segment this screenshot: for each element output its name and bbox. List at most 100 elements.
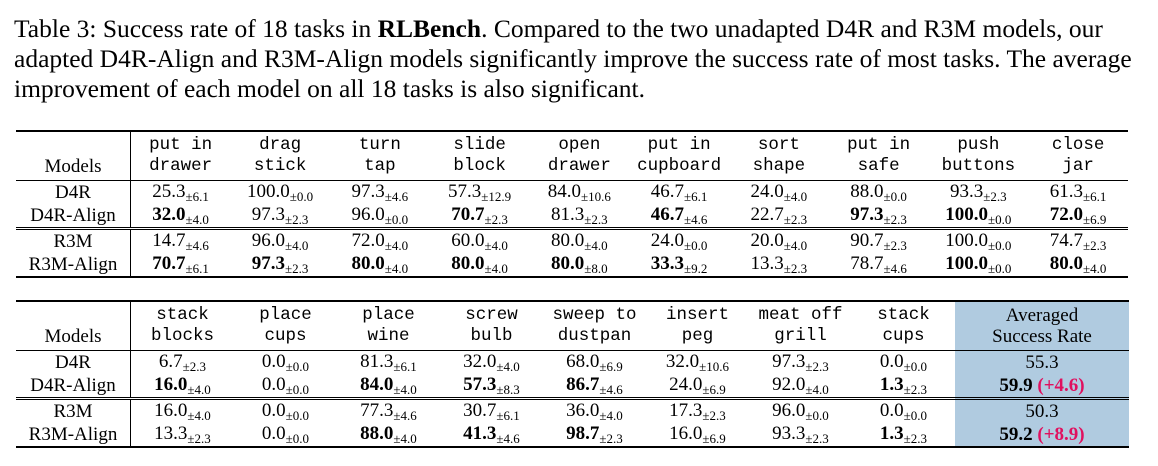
score-value: 0.0 [261,400,286,421]
score-std: ±2.3 [484,212,508,227]
score-cell: 32.0±10.6 [646,350,749,374]
task-header: put in cupboard [629,130,729,181]
score-std: ±4.6 [883,261,907,276]
task-header: turn tap [330,130,430,181]
score-cell: 100.0±0.0 [230,180,330,204]
score-std: ±4.0 [185,212,209,227]
score-std: ±4.0 [484,261,508,276]
task-header: screw bulb [440,300,543,351]
score-value: 88.0 [360,423,394,444]
score-cell: 16.0±4.0 [130,397,234,423]
score-value: 77.3 [360,400,394,421]
score-value: 84.0 [360,374,394,395]
score-cell: 24.0±4.0 [729,180,829,204]
score-cell: 70.7±6.1 [130,253,231,278]
score-cell: 72.0±6.9 [1028,204,1128,229]
score-std: ±0.0 [988,212,1012,227]
score-std: ±2.3 [883,212,907,227]
model-name: D4R [16,180,131,204]
score-std: ±2.3 [983,189,1007,204]
score-value: 70.7 [451,204,485,225]
score-cell: 97.3±2.3 [230,253,330,278]
score-value: 1.3 [879,374,904,395]
score-cell: 98.7±2.3 [543,423,646,448]
score-cell: 84.0±4.0 [337,374,440,399]
score-value: 96.0 [351,204,385,225]
score-std: ±8.3 [496,382,520,397]
score-value: 0.0 [261,374,286,395]
task-header-line: drag [259,135,302,155]
score-cell: 96.0±0.0 [330,204,430,229]
score-std: ±2.3 [783,212,808,227]
task-header-line: bulb [470,326,513,346]
score-std: ±2.3 [285,261,309,276]
avg-value: 50.3 [1025,400,1059,422]
task-header-line: dustpan [557,326,632,346]
score-cell: 97.3±4.6 [330,180,430,204]
score-std: ±0.0 [805,408,829,423]
results-table-top: Models put in drawer drag stick turn tap slide b… [16,130,1128,278]
score-value: 17.3 [669,400,703,421]
score-value: 86.7 [566,374,600,395]
score-cell: 78.7±4.6 [828,253,929,278]
caption-prefix: Table 3: Success rate of 18 tasks in [14,14,378,43]
score-cell: 46.7±6.1 [629,180,729,204]
score-cell: 0.0±0.0 [234,397,337,423]
score-std: ±2.3 [285,212,309,227]
score-cell: 81.3±6.1 [337,350,440,374]
results-table-bottom: Models stack blocks place cups place wine screw… [16,300,1129,448]
task-header-line: grill [774,326,827,346]
task-header-line: turn [358,135,401,155]
task-header: place cups [234,300,337,351]
score-std: ±2.3 [182,359,207,374]
task-header-line: slide [453,135,506,155]
score-value: 0.0 [261,351,286,372]
score-std: ±4.0 [384,261,409,276]
score-std: ±2.3 [783,261,808,276]
averaged-success-cell: 55.3 [955,350,1129,374]
score-value: 93.3 [950,181,984,202]
model-name: R3M-Align [16,253,131,278]
score-cell: 22.7±2.3 [729,204,829,229]
score-cell: 30.7±6.1 [440,397,543,423]
score-cell: 0.0±0.0 [234,374,337,399]
score-cell: 74.7±2.3 [1028,227,1128,253]
score-cell: 77.3±4.6 [337,397,440,423]
score-cell: 41.3±4.6 [440,423,543,448]
score-cell: 33.3±9.2 [629,253,729,278]
score-std: ±4.0 [187,408,211,423]
score-std: ±4.0 [783,238,808,253]
score-cell: 88.0±4.0 [337,423,440,448]
score-cell: 61.3±6.1 [1028,180,1128,204]
avg-improvement: (+8.9) [1037,423,1085,445]
score-std: ±4.6 [393,408,417,423]
score-std: ±4.0 [384,238,409,253]
task-header-line: open [558,135,601,155]
avg-header-line: Success Rate [992,326,1092,347]
score-value: 100.0 [247,181,290,202]
score-value: 90.7 [850,230,884,251]
task-header-line: wine [367,326,410,346]
score-std: ±0.0 [285,408,310,423]
score-value: 32.0 [152,204,186,225]
score-std: ±8.0 [584,261,608,276]
score-value: 98.7 [566,423,600,444]
score-value: 97.3 [772,351,806,372]
score-value: 100.0 [945,253,989,274]
task-header-line: cups [264,326,307,346]
score-std: ±0.0 [285,382,310,397]
task-header-line: shape [752,156,806,176]
score-std: ±0.0 [903,408,928,423]
score-std: ±6.9 [702,431,726,446]
score-std: ±4.0 [1083,261,1107,276]
score-std: ±10.6 [581,189,611,204]
score-std: ±0.0 [903,359,928,374]
score-cell: 14.7±4.6 [130,227,231,253]
score-value: 20.0 [750,230,784,251]
caption-benchmark-name: RLBench [377,14,482,43]
task-header: stack cups [852,300,955,351]
score-value: 68.0 [566,351,600,372]
averaged-success-cell: 59.9 (+4.6) [955,374,1129,399]
score-cell: 97.3±2.3 [230,204,330,229]
task-header-line: close [1051,135,1105,155]
